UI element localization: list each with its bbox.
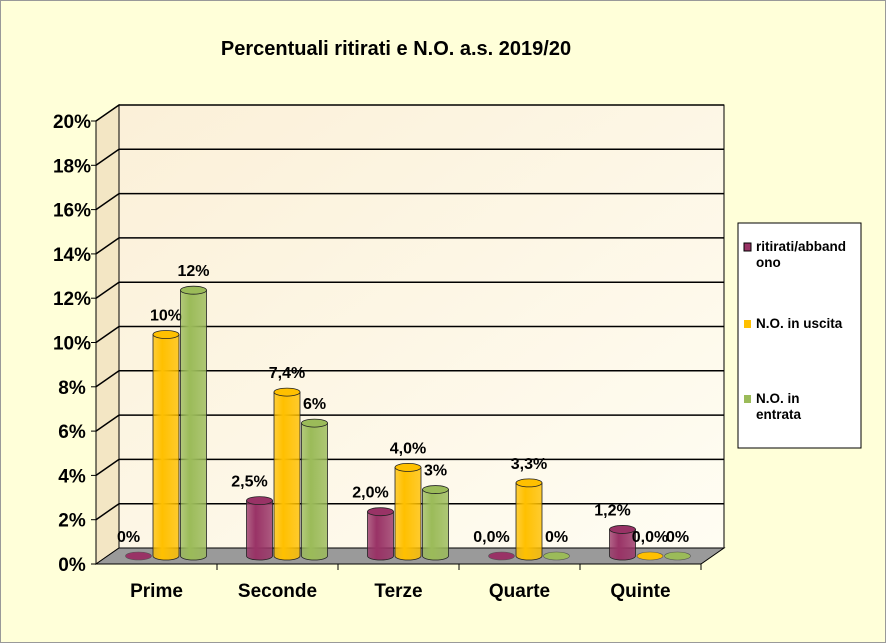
bar-top (394, 462, 422, 472)
bar (543, 551, 570, 561)
gridline (95, 370, 724, 388)
data-label: 0% (117, 529, 140, 546)
bar (488, 551, 515, 561)
legend-swatch (744, 320, 751, 328)
legend (737, 222, 862, 449)
y-tick-label: 6% (58, 422, 86, 443)
y-tick-label: 0% (58, 555, 86, 576)
gridline (95, 148, 724, 166)
legend-label: entrata (756, 407, 802, 422)
data-label: 0% (545, 529, 568, 546)
gridline (95, 237, 724, 255)
data-label: 1,2% (594, 502, 630, 519)
legend-label: N.O. in uscita (756, 316, 843, 331)
bar-top (152, 330, 180, 339)
gridline (95, 104, 724, 122)
gridline (95, 325, 724, 344)
bar (301, 422, 328, 561)
bar-top (609, 525, 636, 534)
y-tick-label: 12% (53, 289, 91, 310)
bar (152, 334, 180, 561)
legend-label: ritirati/abband (756, 239, 846, 254)
gridline (95, 281, 724, 299)
bar-top (367, 507, 394, 517)
x-tick-label: Terze (374, 581, 422, 602)
x-tick-label: Seconde (238, 581, 317, 602)
bar (422, 489, 449, 561)
bar-top (301, 418, 328, 428)
bar-top (422, 485, 449, 494)
y-tick-label: 18% (53, 156, 91, 177)
gridline (95, 458, 724, 477)
data-label: 0% (666, 529, 689, 546)
bar (394, 467, 422, 561)
legend-swatch (743, 242, 752, 252)
y-tick-label: 14% (53, 245, 91, 266)
x-tick-label: Quarte (489, 581, 550, 602)
legend-swatch (744, 395, 751, 403)
data-label: 3% (424, 463, 447, 480)
bar (180, 289, 207, 561)
bar (367, 511, 394, 561)
legend-label: ono (756, 255, 781, 270)
bar (636, 551, 664, 561)
data-label: 3,3% (511, 456, 547, 473)
bar-top (246, 496, 273, 506)
data-label: 10% (150, 308, 182, 325)
bar (273, 391, 301, 561)
y-tick-label: 20% (53, 112, 91, 133)
y-tick-label: 8% (58, 378, 86, 399)
data-label: 6% (303, 396, 326, 413)
bar-top (273, 387, 301, 397)
y-tick-label: 2% (58, 511, 86, 532)
bar-top (515, 478, 543, 488)
bar (515, 482, 543, 561)
bar (664, 551, 691, 561)
gridline (95, 414, 724, 432)
data-label: 2,0% (352, 485, 388, 502)
bar (246, 500, 273, 561)
x-tick-label: Prime (130, 581, 183, 602)
gridline (95, 192, 724, 211)
y-tick-label: 16% (53, 201, 91, 222)
bar (125, 551, 152, 561)
data-label: 0,0% (632, 529, 668, 546)
data-label: 7,4% (269, 365, 305, 382)
chart-title: Percentuali ritirati e N.O. a.s. 2019/20 (221, 38, 571, 60)
y-tick-label: 10% (53, 334, 91, 355)
data-label: 2,5% (231, 474, 267, 491)
y-tick-label: 4% (58, 466, 86, 487)
x-tick-label: Quinte (610, 581, 670, 602)
data-label: 4,0% (390, 440, 426, 457)
bar-top (180, 285, 207, 295)
data-label: 12% (177, 263, 209, 280)
legend-label: N.O. in (756, 391, 800, 406)
data-label: 0,0% (473, 529, 509, 546)
bar (609, 529, 636, 561)
